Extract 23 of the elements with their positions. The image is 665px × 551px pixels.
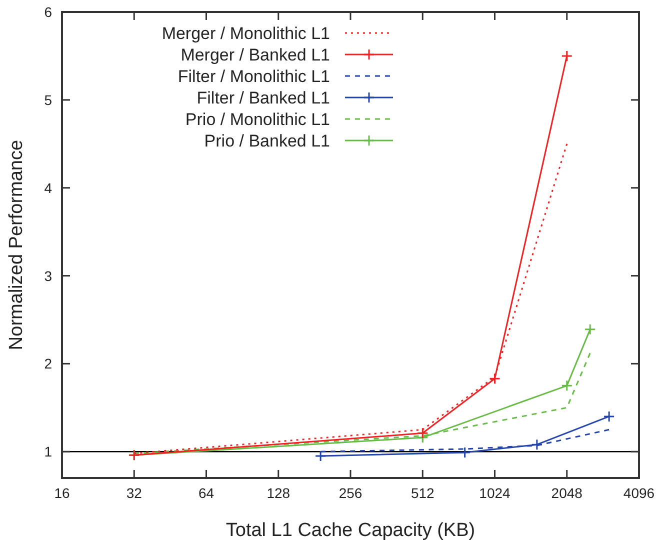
y-tick-label: 5 — [44, 92, 52, 108]
legend-label: Merger / Banked L1 — [180, 46, 330, 64]
legend-label: Merger / Monolithic L1 — [162, 24, 330, 43]
x-tick-label: 64 — [198, 485, 214, 501]
x-tick-label: 512 — [410, 485, 435, 501]
y-tick-label: 1 — [44, 444, 52, 460]
x-tick-label: 128 — [266, 485, 290, 501]
x-tick-label: 16 — [54, 485, 70, 501]
y-tick-label: 2 — [44, 356, 52, 372]
legend-label: Prio / Monolithic L1 — [185, 110, 330, 129]
x-tick-label: 1024 — [479, 485, 511, 501]
x-tick-label: 2048 — [551, 485, 583, 501]
legend-label: Prio / Banked L1 — [204, 132, 330, 150]
y-axis-title: Normalized Performance — [6, 140, 27, 350]
y-tick-label: 3 — [44, 268, 52, 284]
x-tick-label: 32 — [126, 485, 142, 501]
x-tick-label: 4096 — [623, 485, 655, 501]
legend-label: Filter / Monolithic L1 — [178, 67, 330, 86]
x-tick-label: 256 — [338, 485, 362, 501]
y-tick-label: 6 — [44, 4, 52, 20]
x-axis-title: Total L1 Cache Capacity (KB) — [226, 520, 476, 541]
legend-label: Filter / Banked L1 — [196, 88, 330, 108]
y-tick-label: 4 — [44, 180, 52, 196]
